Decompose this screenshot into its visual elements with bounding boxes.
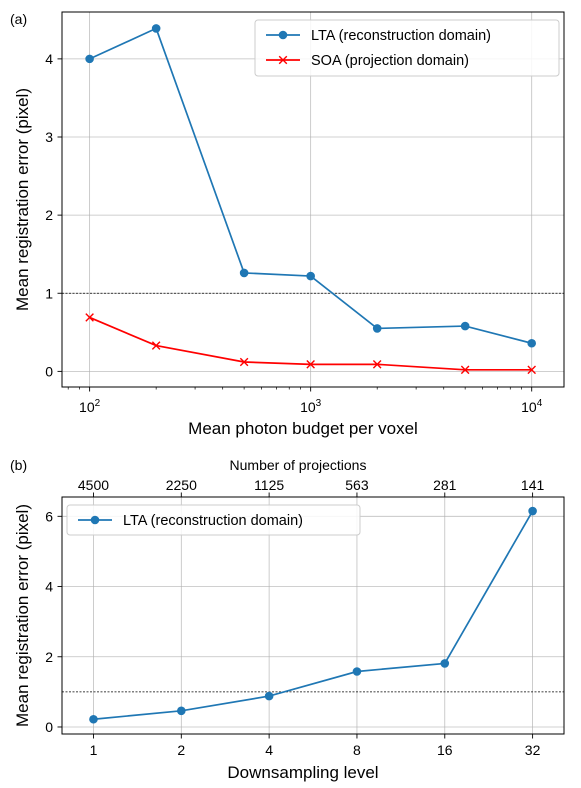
legend-marker: [278, 30, 288, 40]
x-tick-label: 8: [353, 742, 361, 758]
data-point: [151, 24, 161, 33]
y-tick-label: 0: [45, 719, 53, 735]
data-point: [528, 506, 537, 516]
x-tick-label: 1: [90, 742, 98, 758]
data-point: [89, 714, 98, 724]
legend-entry-label: LTA (reconstruction domain): [123, 513, 303, 529]
y-tick-label: 2: [45, 649, 53, 665]
legend: LTA (reconstruction domain) SOA (projecti…: [254, 19, 560, 77]
top-x-tick-label: 1125: [254, 477, 284, 493]
chart-panel-b: 1 2 4 8 16 32 4500 2250 1125 563 281 141 Number of p…: [10, 457, 565, 782]
x-axis-label: Downsampling level: [227, 763, 378, 782]
y-tick-label: 6: [45, 508, 53, 524]
x-tick-label: 2: [177, 742, 185, 758]
data-point: [239, 268, 249, 278]
y-tick-label: 2: [45, 207, 53, 223]
legend-marker: [90, 515, 100, 525]
y-tick-label: 0: [45, 363, 53, 379]
data-point: [177, 706, 186, 716]
data-point: [460, 321, 470, 331]
top-x-tick-label: 563: [345, 477, 369, 493]
plot-frame: [61, 11, 565, 388]
x-tick-label: 102: [79, 398, 101, 415]
data-point: [372, 324, 382, 333]
data-point: [264, 691, 274, 701]
y-axis-label: Mean registration error (pixel): [13, 504, 32, 727]
y-tick-label: 3: [45, 129, 53, 145]
series-line: [93, 510, 534, 721]
x-tick-label: 104: [521, 398, 543, 415]
data-point: [372, 360, 382, 369]
data-point: [527, 365, 536, 375]
data-point: [527, 338, 536, 348]
x-tick-label: 32: [525, 742, 541, 758]
legend-entry-label: SOA (projection domain): [311, 53, 469, 69]
x-axis-label: Mean photon budget per voxel: [188, 419, 418, 438]
x-tick-label: 103: [300, 398, 322, 415]
data-point: [352, 667, 362, 676]
legend-entry-label: LTA (reconstruction domain): [311, 28, 491, 44]
top-x-tick-label: 281: [433, 477, 457, 493]
x-tick-label: 16: [437, 742, 453, 758]
data-point: [85, 313, 94, 322]
data-point: [440, 659, 450, 668]
data-point: [306, 360, 315, 369]
data-point: [460, 365, 470, 375]
data-point: [85, 54, 94, 64]
y-tick-label: 4: [45, 579, 53, 595]
data-point: [239, 357, 249, 367]
legend-box: [66, 504, 361, 536]
top-x-axis-label: Number of projections: [230, 457, 367, 473]
legend: LTA (reconstruction domain): [66, 504, 361, 536]
data-point: [306, 271, 315, 281]
top-x-tick-label: 141: [521, 477, 545, 493]
top-x-tick-label: 2250: [166, 477, 197, 493]
legend-marker: [278, 55, 288, 65]
data-point: [151, 341, 161, 350]
y-tick-label: 4: [45, 51, 53, 67]
y-tick-label: 1: [45, 285, 53, 301]
legend-box: [254, 19, 560, 77]
plot-frame: [61, 496, 565, 735]
panel-label: (b): [10, 457, 27, 473]
chart-panel-a: 102 103 104 0 1 2 3 4 Mean photon budget per vox…: [10, 11, 565, 438]
panel-label: (a): [10, 11, 27, 27]
y-axis-label: Mean registration error (pixel): [13, 88, 32, 311]
x-tick-label: 4: [265, 742, 273, 758]
top-x-tick-label: 4500: [78, 477, 109, 493]
